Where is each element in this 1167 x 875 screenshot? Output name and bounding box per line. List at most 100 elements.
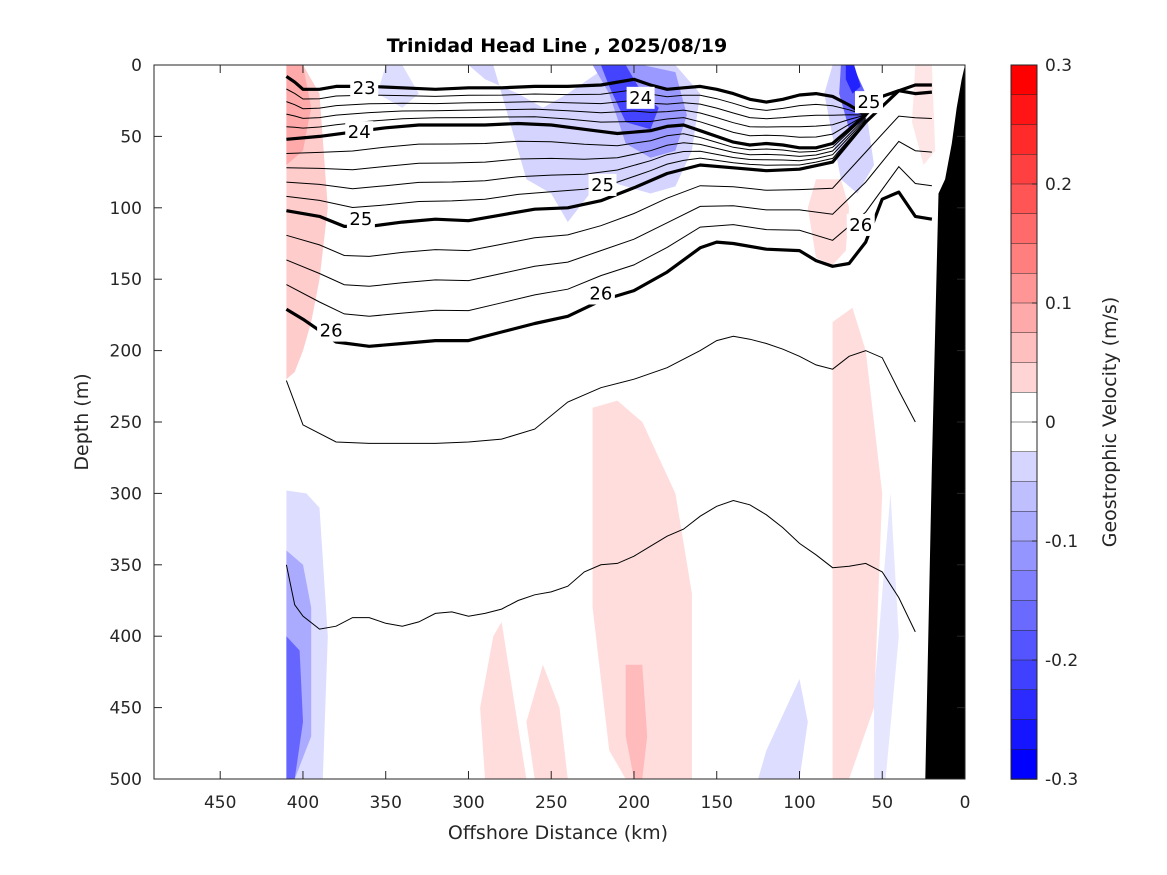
x-axis-title: Offshore Distance (km) (448, 822, 668, 844)
x-tick-label: 0 (960, 793, 971, 813)
colorbar-tick-label: 0.1 (1045, 294, 1072, 314)
y-tick-label: 150 (110, 270, 142, 290)
x-tick-label: 250 (535, 793, 567, 813)
y-tick-label: 250 (110, 413, 142, 433)
colorbar-bin (1010, 689, 1038, 721)
colorbar-tick-label: 0 (1045, 413, 1056, 433)
y-tick-label: 100 (110, 199, 142, 219)
contour-label-25: 25 (346, 208, 375, 231)
colorbar-bin (1010, 94, 1038, 126)
negative-velocity-patch (845, 65, 861, 94)
colorbar-title: Geostrophic Velocity (m/s) (1099, 297, 1121, 547)
thin-isopycnal (285, 335, 916, 444)
colorbar-tick-label: 0.3 (1045, 56, 1072, 76)
colorbar-bin (1010, 243, 1038, 274)
contour-label-bg (345, 121, 374, 144)
positive-velocity-patch (526, 664, 568, 779)
y-tick-label: 350 (110, 556, 142, 576)
contour-label-bg (626, 86, 655, 109)
contour-label-bg (846, 213, 875, 236)
y-tick-label: 200 (110, 342, 142, 362)
contour-labels: 23 24 24 25 25 25 26 26 26 (317, 76, 884, 342)
colorbar-bin (1010, 213, 1038, 245)
colorbar-tick-label: -0.2 (1045, 651, 1078, 671)
colorbar-bin (1010, 421, 1038, 453)
contour-label-23: 23 (350, 76, 379, 99)
colorbar-bin (1010, 659, 1038, 691)
colorbar-bin (1010, 64, 1038, 96)
colorbar-bin (1010, 749, 1038, 780)
contour-label-bg (588, 173, 617, 196)
y-axis-title: Depth (m) (71, 373, 93, 470)
colorbar-tick-label: -0.3 (1045, 770, 1078, 790)
colorbar-bin (1010, 302, 1038, 334)
positive-velocity-patch (625, 664, 648, 779)
y-tick-label: 50 (120, 127, 142, 147)
thin-isopycnal (286, 117, 867, 171)
plot-area: 23 24 24 25 25 25 26 26 26 450 400 350 300 250 200 150… (110, 56, 971, 813)
thin-isopycnal (286, 115, 932, 257)
positive-velocity-patch (912, 65, 936, 165)
x-tick-label: 350 (369, 793, 401, 813)
x-tick-label: 100 (783, 793, 815, 813)
contour-label-bg (350, 76, 379, 99)
positive-velocity-patch (480, 621, 527, 779)
thin-isopycnal (286, 118, 867, 190)
positive-velocity-patch (807, 179, 850, 265)
contour-label-bg (346, 208, 375, 231)
contour-label-24: 24 (345, 121, 374, 144)
y-tick-label: 500 (110, 770, 142, 790)
contour-label-26: 26 (846, 213, 875, 236)
x-tick-label: 300 (452, 793, 484, 813)
negative-velocity-patch (286, 636, 303, 779)
colorbar-bin (1010, 540, 1038, 572)
thin-isopycnal (286, 140, 932, 287)
y-tick-label: 0 (131, 56, 142, 76)
x-tick-label: 450 (204, 793, 236, 813)
colorbar-bin (1010, 630, 1038, 661)
contour-label-26: 26 (586, 282, 615, 305)
colorbar-bin (1010, 451, 1038, 483)
colorbar-bin (1010, 273, 1038, 304)
contour-label-26: 26 (317, 319, 346, 342)
colorbar-bin (1010, 570, 1038, 602)
x-tick-label: 200 (618, 793, 650, 813)
colorbar-bin (1010, 154, 1038, 185)
colorbar-bin (1010, 511, 1038, 542)
contour-label-bg (586, 282, 615, 305)
colorbar-bin (1010, 719, 1038, 750)
contour-label-text: 26 (849, 215, 872, 236)
thin-isopycnal (286, 116, 867, 154)
positive-velocity-patch (832, 307, 883, 779)
y-tick-label: 400 (110, 627, 142, 647)
negative-velocity-patch (874, 493, 899, 779)
colorbar-bin (1010, 332, 1038, 364)
thin-isopycnal (285, 499, 916, 633)
colorbar-bin (1010, 183, 1038, 215)
contour-label-text: 25 (349, 209, 372, 230)
y-axis: 0 50 100 150 200 250 300 350 400 450 500 (110, 56, 965, 790)
x-tick-label: 50 (871, 793, 893, 813)
contour-label-bg (317, 319, 346, 342)
colorbar-bin (1010, 392, 1038, 423)
thin-isopycnal (286, 120, 867, 209)
contour-label-text: 23 (353, 78, 376, 99)
chart-title: Trinidad Head Line , 2025/08/19 (387, 35, 727, 57)
y-tick-label: 450 (110, 699, 142, 719)
x-axis: 450 400 350 300 250 200 150 100 50 0 (204, 65, 970, 813)
contour-label-text: 26 (589, 283, 612, 304)
contour-label-text: 25 (858, 92, 881, 113)
contour-label-24: 24 (626, 86, 655, 109)
colorbar-bin (1010, 362, 1038, 393)
x-tick-label: 400 (287, 793, 319, 813)
colorbar-bin (1010, 481, 1038, 512)
x-tick-label: 150 (701, 793, 733, 813)
positive-velocity-patch (592, 400, 692, 779)
colorbar-tick-label: 0.2 (1045, 175, 1072, 195)
colorbar: 0.3 0.2 0.1 0 -0.1 -0.2 -0.3 (1010, 56, 1078, 790)
y-tick-label: 300 (110, 484, 142, 504)
isopycnal-24 (286, 113, 867, 150)
colorbar-bin (1010, 124, 1038, 155)
contour-label-bg (855, 91, 884, 114)
